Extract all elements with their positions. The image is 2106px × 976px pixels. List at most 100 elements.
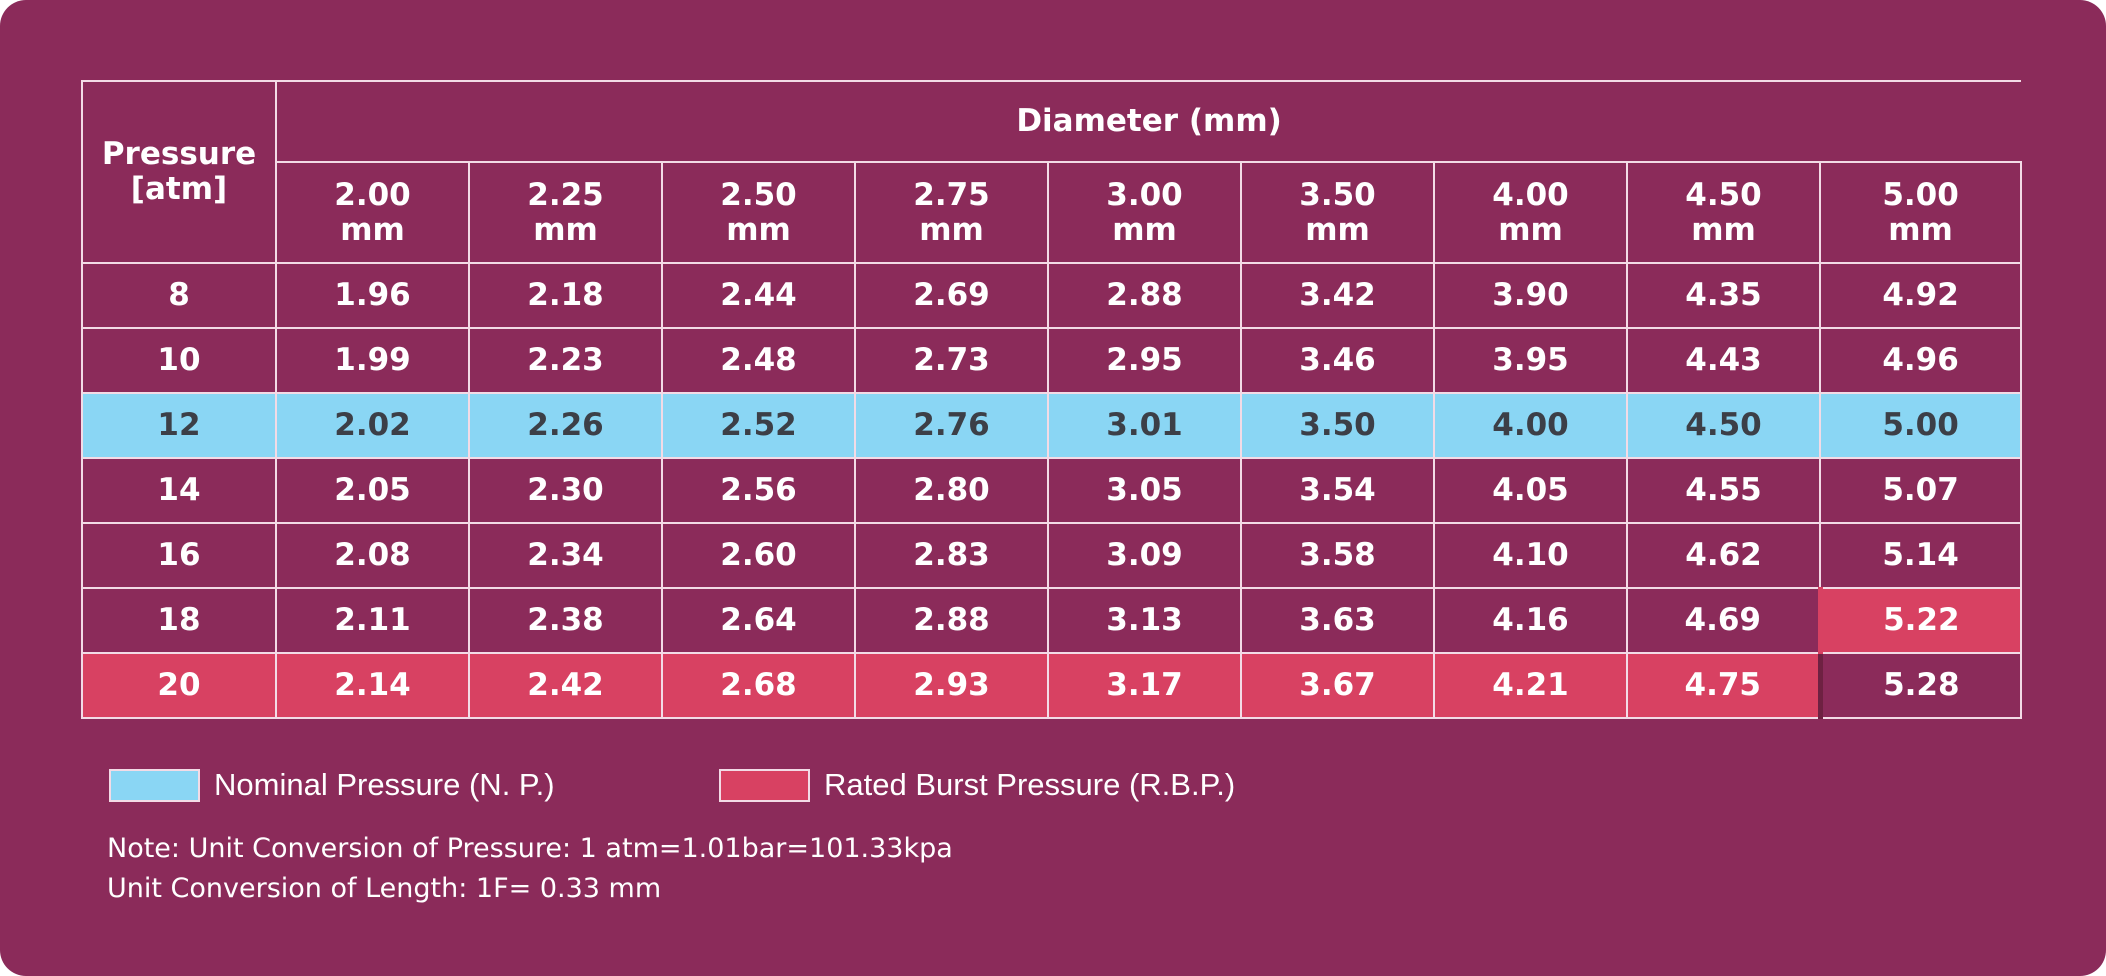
pressure-cell: 10 xyxy=(81,327,277,394)
value-cell: 2.08 xyxy=(275,522,470,589)
compliance-table: Pressure [atm] Diameter (mm) 2.00 mm 2.25… xyxy=(81,80,2023,719)
value-cell: 5.14 xyxy=(1818,522,2023,589)
value-cell: 3.90 xyxy=(1433,262,1628,329)
note-pressure-conversion: Note: Unit Conversion of Pressure: 1 atm… xyxy=(107,833,953,864)
column-header: 5.00 mm xyxy=(1818,161,2023,264)
column-header: 2.00 mm xyxy=(275,161,470,264)
value-cell: 2.73 xyxy=(854,327,1049,394)
table-row: 8 1.96 2.18 2.44 2.69 2.88 3.42 3.90 4.3… xyxy=(81,262,2023,329)
rated-burst-pressure-cell: 20 xyxy=(81,652,277,719)
table-row: 16 2.08 2.34 2.60 2.83 3.09 3.58 4.10 4.… xyxy=(81,522,2023,589)
value-cell: 1.96 xyxy=(275,262,470,329)
value-cell: 2.76 xyxy=(854,392,1049,459)
value-cell: 3.05 xyxy=(1047,457,1242,524)
rated-burst-cell: 4.21 xyxy=(1433,652,1628,719)
note-length-conversion: Unit Conversion of Length: 1F= 0.33 mm xyxy=(107,873,662,904)
value-cell: 4.05 xyxy=(1433,457,1628,524)
value-cell: 4.92 xyxy=(1818,262,2023,329)
table-row: 18 2.11 2.38 2.64 2.88 3.13 3.63 4.16 4.… xyxy=(81,587,2023,654)
value-cell: 2.64 xyxy=(661,587,856,654)
rated-burst-cell: 3.67 xyxy=(1240,652,1435,719)
value-cell: 2.05 xyxy=(275,457,470,524)
pressure-header-line1: Pressure xyxy=(101,136,257,173)
value-cell: 2.83 xyxy=(854,522,1049,589)
column-header: 4.00 mm xyxy=(1433,161,1628,264)
value-cell: 2.38 xyxy=(468,587,663,654)
diameter-group-header: Diameter (mm) xyxy=(274,80,2022,163)
value-cell: 3.58 xyxy=(1240,522,1435,589)
value-cell: 2.95 xyxy=(1047,327,1242,394)
nominal-pressure-label: Nominal Pressure (N. P.) xyxy=(214,767,555,802)
nominal-pressure-swatch xyxy=(109,768,200,802)
rated-burst-cell: 2.68 xyxy=(661,652,856,719)
value-cell: 3.46 xyxy=(1240,327,1435,394)
value-cell: 2.18 xyxy=(468,262,663,329)
pressure-cell: 12 xyxy=(81,392,277,459)
rated-burst-cell: 2.42 xyxy=(468,652,663,719)
value-cell: 2.34 xyxy=(468,522,663,589)
value-cell: 3.09 xyxy=(1047,522,1242,589)
value-cell: 5.28 xyxy=(1817,652,2023,719)
column-header: 2.75 mm xyxy=(854,161,1049,264)
value-cell: 5.07 xyxy=(1818,457,2023,524)
pressure-cell: 18 xyxy=(81,587,277,654)
value-cell: 2.80 xyxy=(854,457,1049,524)
value-cell: 3.01 xyxy=(1047,392,1242,459)
column-header: 4.50 mm xyxy=(1626,161,1821,264)
value-cell: 1.99 xyxy=(275,327,470,394)
value-cell: 3.50 xyxy=(1240,392,1435,459)
value-cell: 5.00 xyxy=(1818,392,2023,459)
value-cell: 3.63 xyxy=(1240,587,1435,654)
value-cell: 4.69 xyxy=(1626,587,1821,654)
value-cell: 3.42 xyxy=(1240,262,1435,329)
rated-burst-pressure-swatch xyxy=(719,768,810,802)
nominal-pressure-row: 12 2.02 2.26 2.52 2.76 3.01 3.50 4.00 4.… xyxy=(81,392,2023,459)
rated-burst-cell: 3.17 xyxy=(1047,652,1242,719)
value-cell: 2.02 xyxy=(275,392,470,459)
value-cell: 2.30 xyxy=(468,457,663,524)
value-cell: 2.69 xyxy=(854,262,1049,329)
rated-burst-cell: 5.22 xyxy=(1817,587,2023,654)
value-cell: 2.48 xyxy=(661,327,856,394)
table-row: 20 2.14 2.42 2.68 2.93 3.17 3.67 4.21 4.… xyxy=(81,652,2023,719)
rated-burst-cell: 4.75 xyxy=(1626,652,1821,719)
rated-burst-cell: 2.93 xyxy=(854,652,1049,719)
value-cell: 4.43 xyxy=(1626,327,1821,394)
value-cell: 4.00 xyxy=(1433,392,1628,459)
value-cell: 4.62 xyxy=(1626,522,1821,589)
value-cell: 3.13 xyxy=(1047,587,1242,654)
value-cell: 4.10 xyxy=(1433,522,1628,589)
value-cell: 2.88 xyxy=(854,587,1049,654)
column-header: 2.50 mm xyxy=(661,161,856,264)
pressure-cell: 8 xyxy=(81,262,277,329)
column-header: 3.00 mm xyxy=(1047,161,1242,264)
value-cell: 4.35 xyxy=(1626,262,1821,329)
value-cell: 2.11 xyxy=(275,587,470,654)
value-cell: 3.54 xyxy=(1240,457,1435,524)
table-row: 10 1.99 2.23 2.48 2.73 2.95 3.46 3.95 4.… xyxy=(81,327,2023,394)
value-cell: 3.95 xyxy=(1433,327,1628,394)
table-row: 14 2.05 2.30 2.56 2.80 3.05 3.54 4.05 4.… xyxy=(81,457,2023,524)
value-cell: 4.16 xyxy=(1433,587,1628,654)
value-cell: 4.50 xyxy=(1626,392,1821,459)
pressure-cell: 16 xyxy=(81,522,277,589)
value-cell: 2.44 xyxy=(661,262,856,329)
pressure-cell: 14 xyxy=(81,457,277,524)
column-header: 3.50 mm xyxy=(1240,161,1435,264)
column-header: 2.25 mm xyxy=(468,161,663,264)
pressure-header-line2: [atm] xyxy=(130,171,228,207)
rated-burst-cell: 2.14 xyxy=(275,652,470,719)
value-cell: 2.56 xyxy=(661,457,856,524)
pressure-header: Pressure [atm] xyxy=(81,80,277,264)
rated-burst-pressure-label: Rated Burst Pressure (R.B.P.) xyxy=(824,767,1236,802)
value-cell: 4.55 xyxy=(1626,457,1821,524)
legend-rated-burst-pressure: Rated Burst Pressure (R.B.P.) xyxy=(719,767,1236,802)
value-cell: 2.26 xyxy=(468,392,663,459)
value-cell: 2.88 xyxy=(1047,262,1242,329)
value-cell: 2.23 xyxy=(468,327,663,394)
value-cell: 2.60 xyxy=(661,522,856,589)
value-cell: 4.96 xyxy=(1818,327,2023,394)
legend-nominal-pressure: Nominal Pressure (N. P.) xyxy=(109,767,555,802)
value-cell: 2.52 xyxy=(661,392,856,459)
